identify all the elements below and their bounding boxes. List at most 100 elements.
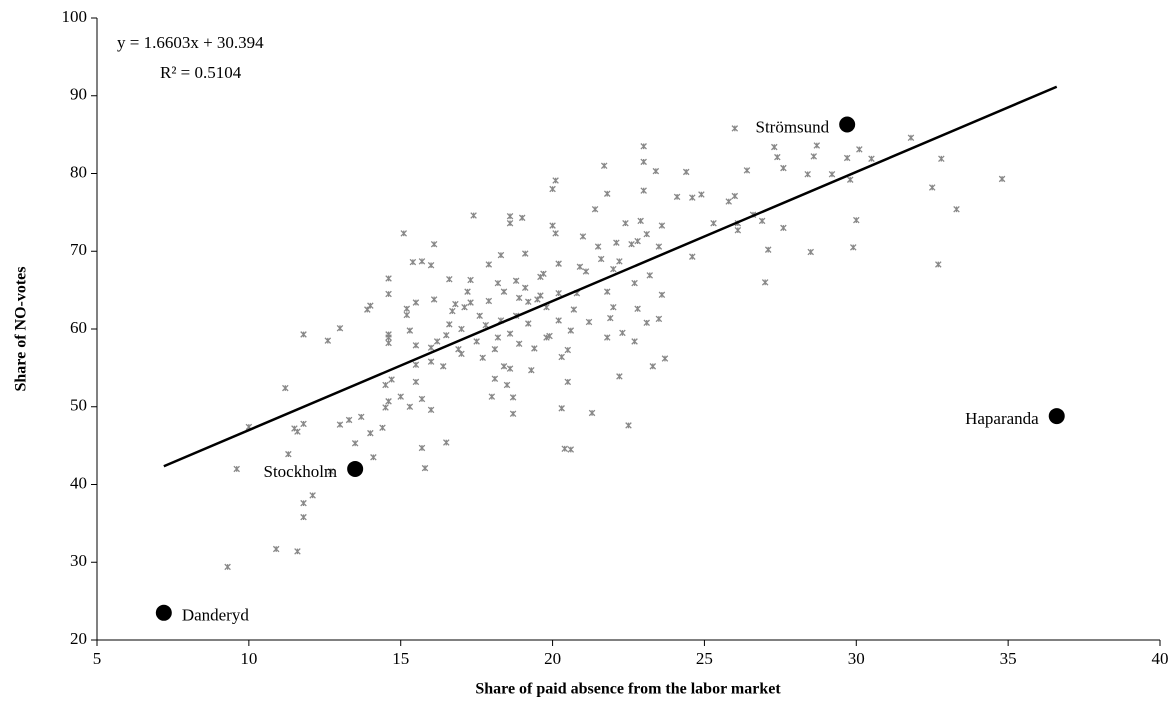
point <box>594 243 602 250</box>
point <box>409 258 417 266</box>
y-tick-label: 60 <box>70 318 87 337</box>
point <box>291 425 298 432</box>
point <box>928 184 936 191</box>
point <box>412 378 420 386</box>
y-tick-label: 90 <box>70 85 87 104</box>
point <box>385 290 392 298</box>
point <box>643 230 650 238</box>
point <box>367 302 374 309</box>
point <box>998 175 1006 183</box>
point <box>689 194 696 201</box>
point <box>439 363 447 370</box>
y-tick-label: 20 <box>70 629 87 648</box>
point <box>272 545 280 553</box>
highlight-label: Danderyd <box>182 606 250 625</box>
point <box>525 298 532 306</box>
point <box>443 331 450 339</box>
point <box>938 155 945 162</box>
point <box>597 255 605 263</box>
x-tick-label: 15 <box>392 649 409 668</box>
point <box>412 299 420 306</box>
point <box>300 331 307 338</box>
point <box>646 272 654 279</box>
point <box>324 337 332 344</box>
point <box>849 244 857 251</box>
point <box>509 410 517 418</box>
point <box>603 288 611 295</box>
point <box>637 217 644 225</box>
point <box>521 284 529 292</box>
point <box>613 239 620 246</box>
point <box>418 395 426 403</box>
point <box>443 439 450 446</box>
point <box>385 339 392 347</box>
point <box>403 305 411 313</box>
point <box>610 303 617 311</box>
point <box>658 222 666 229</box>
point <box>521 250 529 257</box>
point <box>552 177 559 184</box>
highlight-label: Strömsund <box>755 117 829 136</box>
point <box>807 248 814 256</box>
point <box>804 171 811 178</box>
point <box>479 354 486 362</box>
point <box>567 327 575 334</box>
y-tick-label: 40 <box>70 473 87 492</box>
point <box>455 345 462 353</box>
point <box>515 340 523 348</box>
point <box>640 187 647 194</box>
point <box>853 216 860 224</box>
y-tick-label: 70 <box>70 240 87 259</box>
point <box>506 330 514 337</box>
point <box>843 154 851 162</box>
point <box>603 190 611 197</box>
point <box>357 413 365 421</box>
point <box>491 345 499 353</box>
point <box>506 213 514 220</box>
point <box>367 429 374 437</box>
point <box>233 465 240 473</box>
y-tick-label: 50 <box>70 396 87 415</box>
point <box>634 305 641 313</box>
point <box>689 253 696 260</box>
r-squared: R² = 0.5104 <box>160 63 242 82</box>
point <box>464 288 471 295</box>
point <box>673 193 681 201</box>
highlight-point <box>1048 408 1065 425</box>
point <box>552 230 559 237</box>
point <box>546 332 553 340</box>
point <box>494 279 502 287</box>
point <box>588 409 596 417</box>
point <box>743 167 751 174</box>
point <box>649 363 657 370</box>
point <box>761 279 769 286</box>
point <box>470 212 477 219</box>
point <box>640 143 647 150</box>
point <box>491 375 499 383</box>
point <box>370 454 377 461</box>
point <box>585 318 593 326</box>
point <box>500 288 508 295</box>
point <box>549 222 556 229</box>
x-tick-label: 10 <box>240 649 257 668</box>
point <box>300 513 307 521</box>
point <box>907 134 915 141</box>
point <box>433 338 441 345</box>
point <box>506 220 514 227</box>
point <box>570 306 578 313</box>
point <box>603 334 611 341</box>
x-tick-label: 30 <box>848 649 865 668</box>
point <box>427 261 435 269</box>
point <box>652 167 660 175</box>
x-axis-title: Share of paid absence from the labor mar… <box>475 681 781 698</box>
point <box>385 398 392 405</box>
point <box>427 358 435 365</box>
point <box>591 206 599 213</box>
point <box>935 261 942 268</box>
point <box>397 393 404 400</box>
point <box>418 444 426 452</box>
point <box>631 279 638 287</box>
point <box>528 366 535 374</box>
x-tick-label: 5 <box>93 649 102 668</box>
point <box>467 276 474 284</box>
